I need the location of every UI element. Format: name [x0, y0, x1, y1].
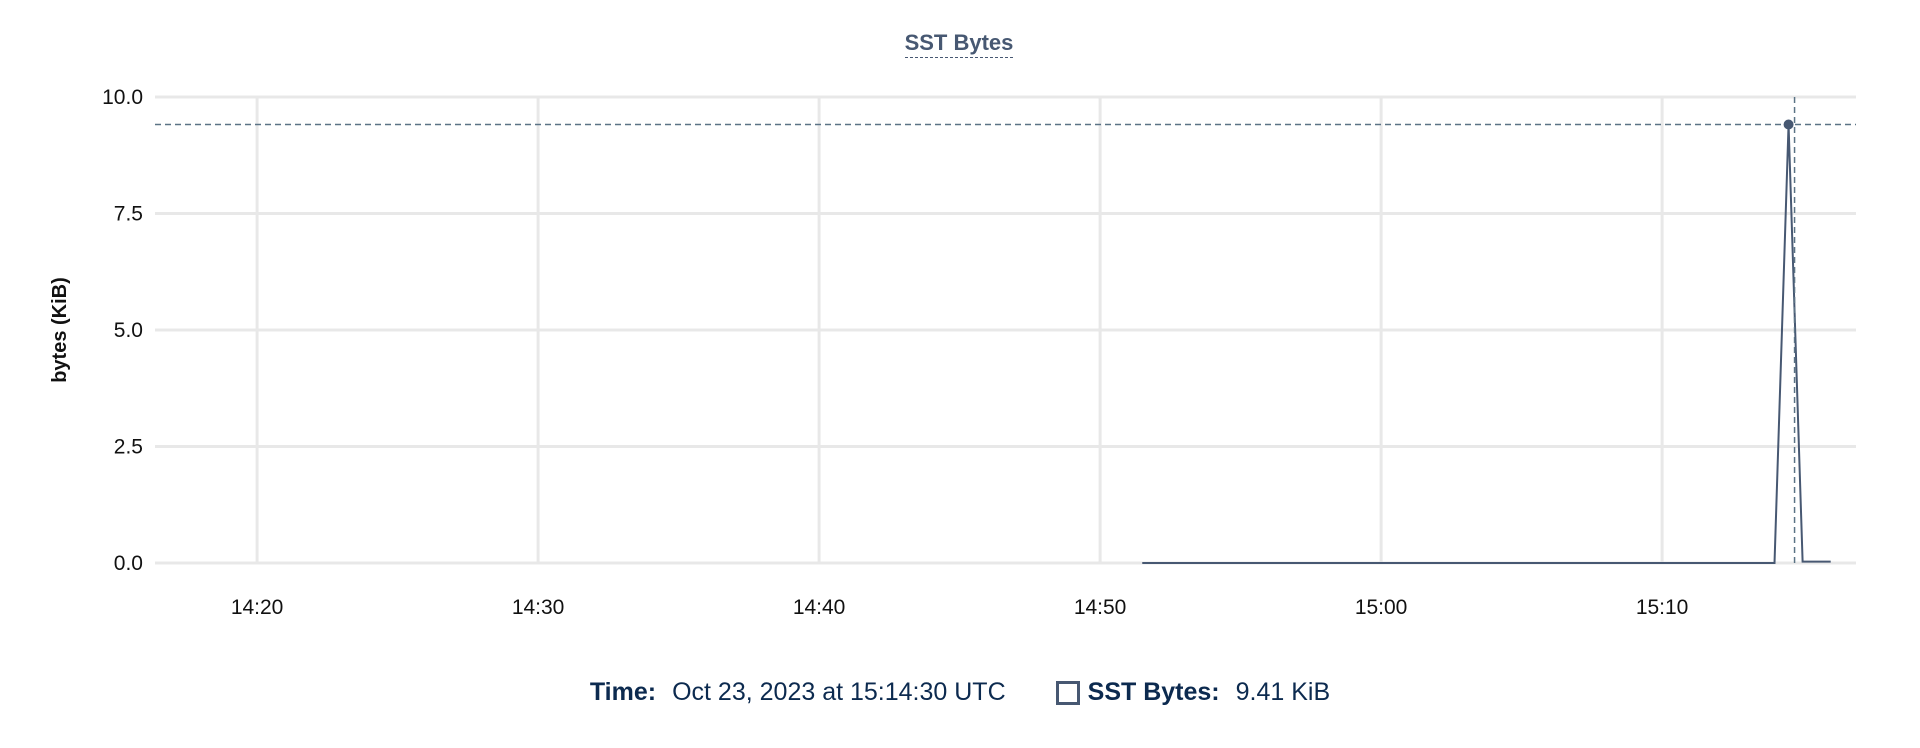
- series-line: [1142, 124, 1831, 564]
- chart-title: SST Bytes: [904, 30, 1014, 58]
- legend-time-value: Oct 23, 2023 at 15:14:30 UTC: [672, 678, 1006, 706]
- legend-series-value: 9.41 KiB: [1235, 678, 1331, 706]
- x-tick-label: 14:50: [1074, 596, 1127, 619]
- y-tick-label: 7.5: [114, 203, 143, 226]
- y-tick-label: 2.5: [114, 436, 143, 459]
- x-tick-label: 14:20: [231, 596, 284, 619]
- legend-time-label: Time:: [589, 678, 657, 706]
- x-tick-label: 14:30: [512, 596, 565, 619]
- chart-title-wrap: SST Bytes: [0, 30, 1918, 58]
- legend: Time: Oct 23, 2023 at 15:14:30 UTC SST B…: [0, 678, 1920, 707]
- y-axis-label: bytes (KiB): [49, 277, 71, 383]
- x-tick-label: 15:00: [1355, 596, 1408, 619]
- y-tick-label: 0.0: [114, 552, 143, 575]
- y-tick-label: 5.0: [114, 319, 143, 342]
- series-swatch[interactable]: [1055, 680, 1080, 705]
- x-tick-label: 15:10: [1636, 596, 1689, 619]
- x-tick-label: 14:40: [793, 596, 846, 619]
- legend-series-label: SST Bytes:: [1087, 678, 1220, 706]
- hover-point: [1783, 119, 1794, 130]
- y-tick-label: 10.0: [102, 86, 143, 109]
